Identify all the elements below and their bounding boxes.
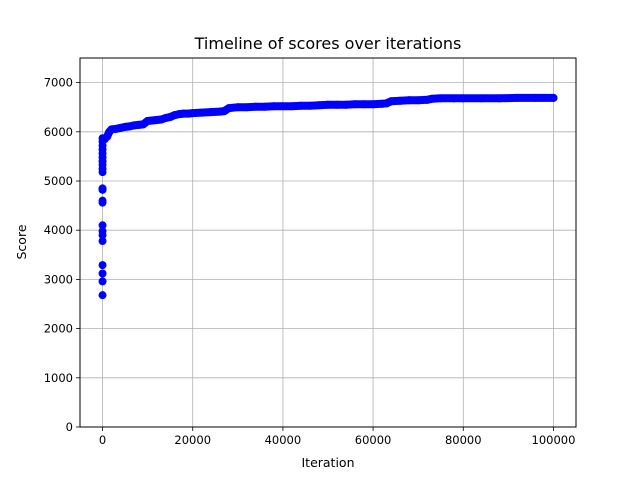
x-tick-label: 40000 [265, 433, 302, 447]
dense-points-band [103, 93, 558, 141]
plot-background [80, 58, 576, 427]
x-tick-label: 20000 [174, 433, 211, 447]
x-tick-label: 60000 [355, 433, 392, 447]
y-tick-label: 4000 [44, 223, 73, 237]
y-tick-label: 5000 [44, 174, 73, 188]
y-tick-label: 7000 [44, 76, 73, 90]
y-tick-label: 0 [66, 420, 73, 434]
data-point [98, 184, 107, 193]
y-tick-label: 6000 [44, 125, 73, 139]
data-point [98, 196, 107, 205]
y-tick-label: 1000 [44, 371, 73, 385]
y-tick-label: 3000 [44, 272, 73, 286]
data-point [98, 261, 107, 270]
axis-ticks: 0 20000 40000 60000 80000 100000 0 1000 2000 3000… [44, 76, 576, 447]
data-point [98, 291, 107, 300]
x-tick-label: 100000 [532, 433, 576, 447]
y-axis-label: Score [14, 224, 29, 259]
x-tick-label: 0 [99, 433, 106, 447]
chart-title: Timeline of scores over iterations [194, 34, 462, 53]
data-point [98, 269, 107, 278]
data-point [98, 277, 107, 286]
x-tick-label: 80000 [445, 433, 482, 447]
data-point [98, 227, 107, 236]
data-point [98, 237, 107, 246]
grid-lines [80, 58, 576, 428]
y-tick-label: 2000 [44, 322, 73, 336]
plot-frame [79, 57, 577, 428]
data-point [98, 221, 107, 230]
data-points [98, 93, 558, 300]
x-axis-label: Iteration [301, 455, 354, 470]
